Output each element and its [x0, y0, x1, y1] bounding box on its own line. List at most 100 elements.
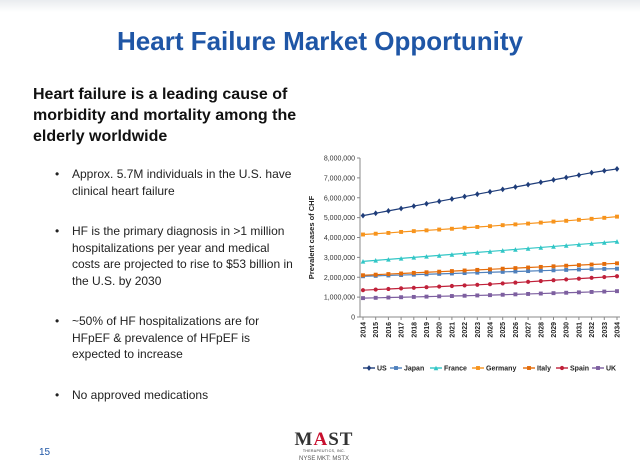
- data-point-japan: [589, 267, 594, 272]
- data-point-germany: [513, 222, 518, 227]
- bullet-dot: •: [55, 167, 60, 181]
- data-point-france: [513, 247, 518, 252]
- data-point-germany: [437, 227, 442, 232]
- data-point-japan: [500, 269, 505, 274]
- data-point-italy: [576, 263, 581, 268]
- data-point-us: [551, 176, 556, 183]
- x-tick-label: 2030: [564, 322, 571, 338]
- bullet-item: • No approved medications: [50, 387, 300, 404]
- data-point-germany: [538, 220, 543, 225]
- data-point-japan: [551, 268, 556, 273]
- data-point-uk: [462, 293, 467, 298]
- data-point-germany: [462, 225, 467, 230]
- bullet-item: • Approx. 5.7M individuals in the U.S. ha…: [50, 166, 300, 199]
- x-tick-label: 2021: [449, 322, 456, 338]
- bullet-dot: •: [55, 224, 60, 238]
- data-point-italy: [361, 273, 365, 278]
- data-point-us: [373, 210, 378, 217]
- data-point-germany: [526, 221, 531, 226]
- data-point-italy: [513, 266, 518, 271]
- x-tick-label: 2027: [526, 322, 533, 338]
- logo-wordmark: MAST: [294, 429, 354, 450]
- data-point-spain: [576, 276, 581, 281]
- y-tick-label: 1,000,000: [324, 295, 355, 302]
- x-tick-label: 2023: [475, 322, 482, 338]
- legend-marker-japan: [394, 366, 398, 370]
- data-point-japan: [602, 266, 607, 271]
- data-point-spain: [437, 284, 442, 289]
- data-point-japan: [449, 271, 454, 276]
- data-point-germany: [424, 228, 429, 233]
- legend-label-germany: Germany: [486, 366, 516, 373]
- data-point-france: [386, 257, 391, 262]
- data-point-spain: [538, 278, 543, 284]
- data-point-germany: [551, 219, 556, 224]
- data-point-us: [602, 167, 607, 174]
- x-tick-label: 2029: [551, 322, 558, 338]
- data-point-japan: [424, 272, 429, 277]
- data-point-spain: [589, 275, 594, 280]
- data-point-uk: [399, 295, 404, 300]
- bullet-list: • Approx. 5.7M individuals in the U.S. ha…: [50, 166, 300, 403]
- data-point-germany: [500, 223, 505, 228]
- x-tick-label: 2026: [513, 322, 520, 338]
- stock-ticker: NYSE MKT: MSTX: [298, 456, 349, 462]
- y-tick-label: 0: [351, 315, 355, 322]
- data-point-spain: [399, 286, 404, 291]
- x-tick-label: 2032: [589, 322, 596, 338]
- data-point-uk: [564, 290, 569, 295]
- data-point-france: [589, 241, 594, 246]
- data-point-uk: [576, 290, 581, 295]
- data-point-uk: [551, 291, 556, 296]
- data-point-spain: [614, 274, 620, 279]
- data-point-france: [398, 256, 404, 261]
- data-point-uk: [424, 294, 429, 299]
- x-tick-label: 2031: [576, 322, 583, 338]
- legend-marker-germany: [476, 366, 480, 370]
- y-tick-label: 7,000,000: [324, 175, 355, 182]
- x-tick-label: 2034: [615, 322, 622, 338]
- data-point-uk: [373, 295, 378, 300]
- legend-marker-italy: [527, 366, 531, 370]
- data-point-us: [513, 184, 518, 190]
- data-point-japan: [437, 271, 442, 276]
- data-point-us: [449, 196, 455, 202]
- data-point-france: [500, 248, 505, 253]
- data-point-france: [360, 259, 366, 264]
- bullet-item: • HF is the primary diagnosis in >1 milli…: [50, 223, 300, 289]
- y-tick-label: 2,000,000: [324, 275, 355, 282]
- data-point-france: [551, 244, 556, 249]
- data-point-spain: [513, 280, 518, 285]
- data-point-us: [525, 181, 531, 188]
- legend-label-italy: Italy: [537, 366, 551, 373]
- data-point-france: [449, 252, 455, 257]
- x-tick-label: 2022: [462, 322, 469, 338]
- data-point-france: [525, 246, 531, 251]
- data-point-italy: [538, 264, 543, 269]
- legend-label-uk: UK: [606, 366, 616, 373]
- data-point-france: [436, 253, 442, 258]
- data-point-italy: [449, 269, 454, 274]
- y-tick-label: 4,000,000: [324, 235, 355, 242]
- data-point-spain: [462, 283, 467, 288]
- data-point-us: [386, 207, 391, 214]
- data-point-us: [462, 193, 467, 200]
- data-point-germany: [475, 225, 480, 229]
- data-point-france: [487, 249, 493, 254]
- data-point-us: [538, 179, 544, 186]
- data-point-germany: [602, 215, 607, 220]
- data-point-japan: [475, 270, 480, 275]
- company-logo: MAST THERAPEUTICS, INC. NYSE MKT: MSTX: [294, 430, 354, 472]
- data-point-germany: [399, 229, 404, 234]
- data-point-italy: [437, 269, 442, 274]
- data-point-uk: [449, 294, 454, 298]
- data-point-germany: [373, 231, 378, 236]
- data-point-france: [424, 254, 429, 259]
- data-point-us: [475, 191, 480, 198]
- x-tick-label: 2019: [424, 322, 431, 338]
- data-point-uk: [386, 295, 391, 300]
- data-point-france: [563, 243, 569, 248]
- logo-subtitle: THERAPEUTICS, INC.: [302, 449, 346, 453]
- data-point-spain: [551, 278, 556, 283]
- data-point-uk: [411, 294, 416, 299]
